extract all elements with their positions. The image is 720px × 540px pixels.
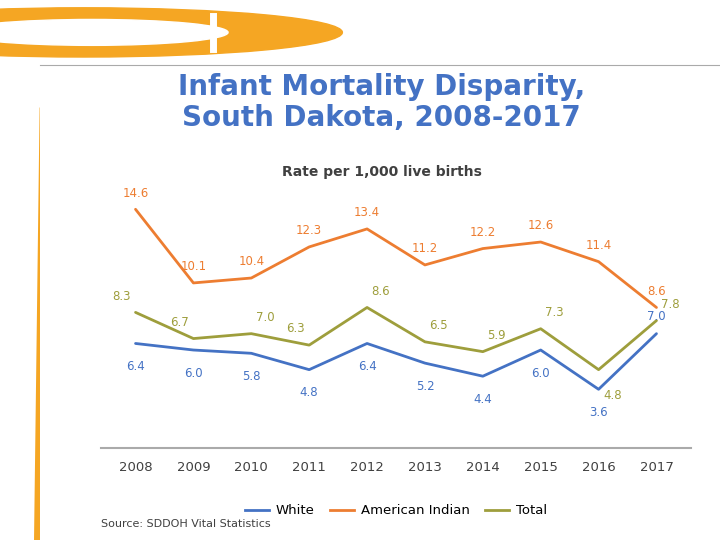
Text: 4.4: 4.4 — [474, 393, 492, 406]
Text: 8.6: 8.6 — [372, 285, 390, 298]
Legend: White, American Indian, Total: White, American Indian, Total — [240, 499, 552, 523]
Text: 12.6: 12.6 — [528, 219, 554, 232]
Text: 14.6: 14.6 — [122, 186, 148, 200]
Text: 11.4: 11.4 — [585, 239, 612, 252]
Text: 5.2: 5.2 — [415, 380, 434, 393]
Text: 3.6: 3.6 — [589, 406, 608, 419]
Text: Source: SDDOH Vital Statistics: Source: SDDOH Vital Statistics — [101, 519, 271, 529]
Text: 13.4: 13.4 — [354, 206, 380, 219]
Wedge shape — [22, 0, 138, 540]
Circle shape — [0, 8, 343, 57]
Text: 12.2: 12.2 — [469, 226, 496, 239]
Text: 6.0: 6.0 — [184, 367, 203, 380]
Text: 12.3: 12.3 — [296, 224, 323, 237]
Text: 7.0: 7.0 — [256, 311, 274, 324]
Text: 8.3: 8.3 — [112, 289, 131, 302]
Text: 6.4: 6.4 — [358, 360, 377, 373]
Text: 7.3: 7.3 — [545, 306, 564, 319]
Text: 8.6: 8.6 — [647, 285, 666, 298]
Text: 4.8: 4.8 — [300, 386, 318, 399]
Text: 7.0: 7.0 — [647, 309, 666, 322]
Text: 6.3: 6.3 — [286, 322, 305, 335]
Text: 5.9: 5.9 — [487, 329, 506, 342]
Text: 10.4: 10.4 — [238, 255, 264, 268]
Text: Infant Mortality Disparity,
South Dakota, 2008-2017: Infant Mortality Disparity, South Dakota… — [178, 73, 585, 132]
Circle shape — [0, 19, 228, 45]
Text: 5.8: 5.8 — [242, 370, 261, 383]
Text: 6.0: 6.0 — [531, 367, 550, 380]
Text: 7.8: 7.8 — [661, 298, 680, 311]
Text: 6.7: 6.7 — [170, 316, 189, 329]
Text: SOUTH DAKOTA DEPARTMENT OF HEALTH: SOUTH DAKOTA DEPARTMENT OF HEALTH — [145, 25, 330, 33]
Text: 10.1: 10.1 — [180, 260, 207, 273]
Text: Rate per 1,000 live births: Rate per 1,000 live births — [282, 165, 482, 179]
Text: 6.4: 6.4 — [126, 360, 145, 373]
Text: 6.5: 6.5 — [430, 319, 448, 332]
Text: 11.2: 11.2 — [412, 242, 438, 255]
Text: 4.8: 4.8 — [603, 389, 622, 402]
